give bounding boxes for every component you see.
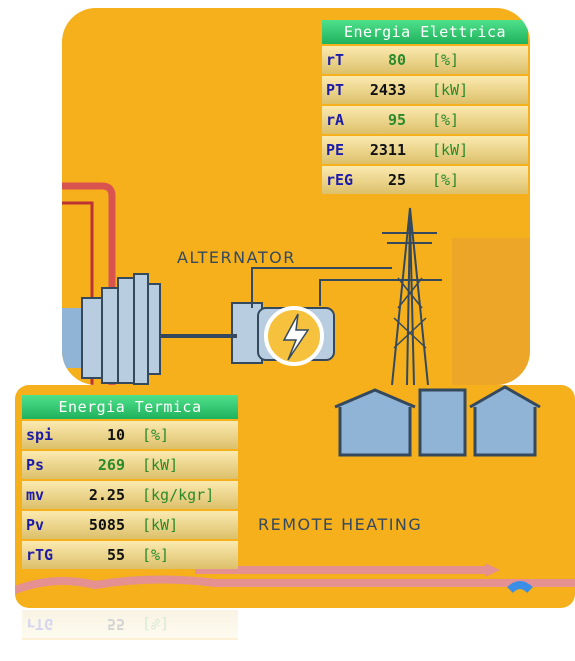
- row-unit: [kW]: [432, 81, 468, 99]
- row-value: 2433: [370, 81, 406, 99]
- row-label: Pv: [26, 516, 44, 534]
- row-label: rA: [326, 111, 344, 129]
- row-label: rT: [326, 51, 344, 69]
- row-label: PT: [326, 81, 344, 99]
- table-row: PT 2433 [kW]: [322, 74, 528, 104]
- row-label: rTG: [26, 546, 53, 564]
- page: ALTERNATOR Energia Elettrica rT 80 [%] PT 24…: [0, 0, 575, 661]
- row-unit: [%]: [432, 171, 459, 189]
- row-value: 25: [388, 171, 406, 189]
- row-unit: [%]: [142, 546, 169, 564]
- table-row: rEG 25 [%]: [322, 164, 528, 194]
- alternator-label: ALTERNATOR: [177, 248, 296, 267]
- row-label: rTG: [26, 615, 53, 633]
- electric-table: Energia Elettrica rT 80 [%] PT 2433 [kW] rA 95 […: [322, 20, 528, 194]
- row-label: PE: [326, 141, 344, 159]
- row-label: mv: [26, 486, 44, 504]
- row-value: 269: [98, 456, 125, 474]
- thermal-table: Energia Termica spi 10 [%] Ps 269 [kW] mv 2.25 […: [22, 395, 238, 569]
- table-title: Energia Elettrica: [322, 20, 528, 44]
- table-row: PE 2311 [kW]: [322, 134, 528, 164]
- row-unit: [kg/kgr]: [142, 486, 214, 504]
- row-unit: [%]: [432, 111, 459, 129]
- table-title: Energia Termica: [22, 395, 238, 419]
- row-value: 5085: [89, 516, 125, 534]
- row-value: 10: [107, 426, 125, 444]
- row-value: 80: [388, 51, 406, 69]
- heating-label: REMOTE HEATING: [258, 515, 422, 534]
- row-value: 2311: [370, 141, 406, 159]
- row-value: 55: [107, 615, 125, 633]
- row-unit: [%]: [142, 426, 169, 444]
- row-label: spi: [26, 426, 53, 444]
- reflection: rTG 55 [%]: [15, 610, 575, 661]
- thermal-panel: REMOTE HEATING Energia Termica spi 10 [%] P…: [15, 385, 575, 608]
- table-row: rTG 55 [%]: [22, 539, 238, 569]
- table-row: mv 2.25 [kg/kgr]: [22, 479, 238, 509]
- table-row: rTG 55 [%]: [22, 610, 238, 640]
- row-value: 2.25: [89, 486, 125, 504]
- row-value: 55: [107, 546, 125, 564]
- row-value: 95: [388, 111, 406, 129]
- table-row: rA 95 [%]: [322, 104, 528, 134]
- table-row: spi 10 [%]: [22, 419, 238, 449]
- electric-panel: ALTERNATOR Energia Elettrica rT 80 [%] PT 24…: [62, 8, 530, 385]
- row-label: Ps: [26, 456, 44, 474]
- row-unit: [kW]: [142, 456, 178, 474]
- row-unit: [%]: [432, 51, 459, 69]
- row-label: rEG: [326, 171, 353, 189]
- table-row: Ps 269 [kW]: [22, 449, 238, 479]
- row-unit: [kW]: [432, 141, 468, 159]
- table-row: rT 80 [%]: [322, 44, 528, 74]
- row-unit: [%]: [142, 615, 169, 633]
- row-unit: [kW]: [142, 516, 178, 534]
- reflected-row: rTG 55 [%]: [22, 610, 238, 640]
- table-row: Pv 5085 [kW]: [22, 509, 238, 539]
